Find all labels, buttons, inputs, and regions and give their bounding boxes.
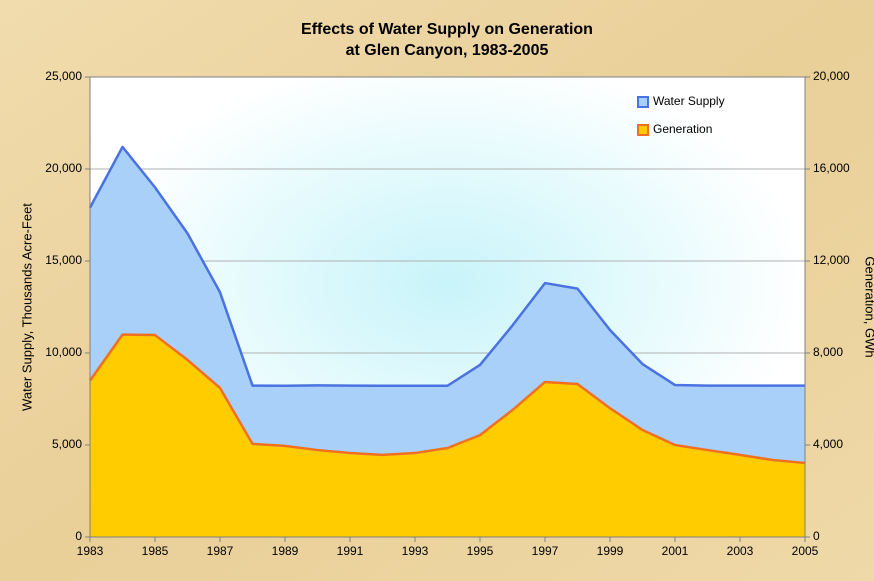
y2-tick-label: 12,000 (813, 253, 850, 267)
legend-swatch (637, 96, 649, 108)
x-tick-label: 2001 (662, 544, 689, 558)
y2-tick-label: 0 (813, 529, 820, 543)
y-tick-label: 25,000 (45, 69, 82, 83)
chart-subtitle: at Glen Canyon, 1983-2005 (346, 42, 549, 59)
y2-tick-label: 8,000 (813, 345, 843, 359)
y2-tick-label: 20,000 (813, 69, 850, 83)
x-tick-label: 2003 (727, 544, 754, 558)
x-tick-label: 1989 (272, 544, 299, 558)
y-tick-label: 5,000 (52, 437, 82, 451)
legend-swatch (637, 124, 649, 136)
x-tick-label: 2005 (792, 544, 819, 558)
y-axis-label: Water Supply, Thousands Acre-Feet (19, 203, 34, 411)
x-tick-label: 1983 (77, 544, 104, 558)
x-tick-label: 1999 (597, 544, 624, 558)
x-tick-label: 1993 (402, 544, 429, 558)
y2-tick-label: 16,000 (813, 161, 850, 175)
x-tick-label: 1995 (467, 544, 494, 558)
plot-frame (89, 76, 806, 538)
chart-title: Effects of Water Supply on Generation (301, 21, 593, 38)
legend-label: Generation (653, 122, 712, 136)
area (90, 334, 805, 537)
x-tick-label: 1987 (207, 544, 234, 558)
y-tick-label: 10,000 (45, 345, 82, 359)
y-tick-label: 15,000 (45, 253, 82, 267)
x-tick-label: 1985 (142, 544, 169, 558)
x-tick-label: 1997 (532, 544, 559, 558)
y2-axis-label: Generation, GWh (863, 256, 874, 357)
y2-tick-label: 4,000 (813, 437, 843, 451)
y-tick-label: 20,000 (45, 161, 82, 175)
area-edge (88, 333, 806, 465)
y-tick-label: 0 (75, 529, 82, 543)
area-edge (88, 145, 805, 388)
legend-label: Water Supply (653, 94, 725, 108)
x-tick-label: 1991 (337, 544, 364, 558)
